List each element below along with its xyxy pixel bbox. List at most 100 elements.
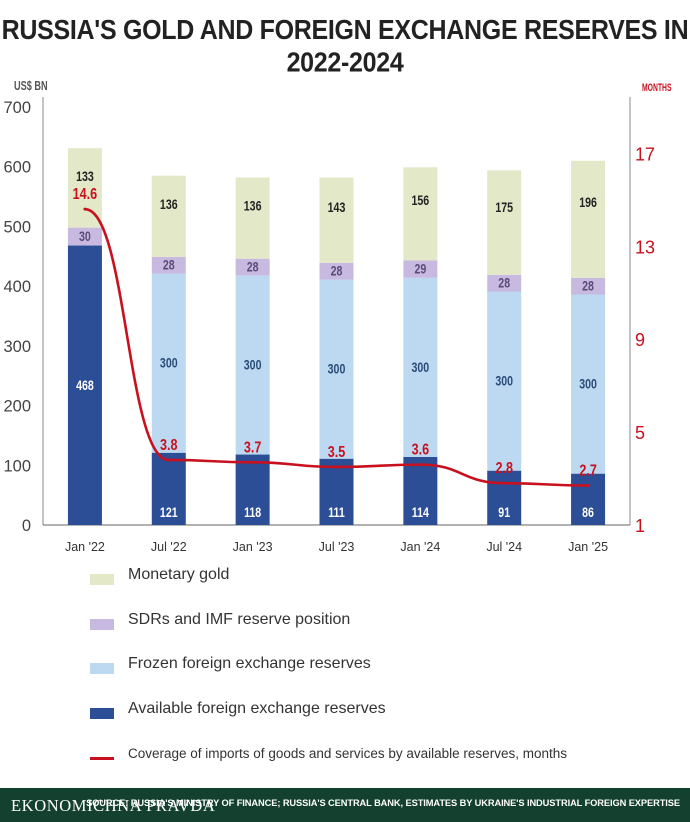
x-tick-label: Jul '22 — [151, 540, 187, 554]
x-tick-label: Jul '23 — [319, 540, 355, 554]
bar-available-label: 118 — [244, 505, 261, 521]
y-tick-label: 700 — [3, 99, 31, 117]
bar-available — [571, 473, 606, 525]
coverage-point — [502, 481, 506, 485]
coverage-point — [251, 460, 255, 464]
bar-monetary-gold — [319, 177, 354, 263]
legend-swatch-monetary-gold — [90, 574, 114, 585]
bar-frozen-label: 300 — [160, 355, 178, 371]
bar-sdr-label: 28 — [247, 259, 259, 275]
footer: EKONOMICHNA PRAVDA SOURCE: RUSSIA'S MINI… — [0, 788, 690, 822]
brand-logo: EKONOMICHNA PRAVDA — [11, 796, 216, 815]
bar-frozen-label: 300 — [495, 373, 513, 389]
x-tick-label: Jan '23 — [233, 540, 273, 554]
bar-available — [319, 458, 354, 525]
source-note: SOURCE: RUSSIA'S MINISTRY OF FINANCE; RU… — [86, 798, 680, 808]
x-tick-label: Jan '25 — [568, 540, 608, 554]
y2-axis-label: MONTHS — [642, 81, 672, 93]
bar-frozen-label: 300 — [244, 357, 262, 373]
bar-available-label: 111 — [328, 505, 345, 521]
legend-label-available: Available foreign exchange reserves — [128, 699, 386, 717]
bar-sdr-label: 29 — [414, 261, 426, 277]
bar-frozen — [571, 294, 606, 474]
bar-available-label: 86 — [582, 505, 594, 521]
bar-sdr-label: 28 — [163, 257, 175, 273]
bar-frozen — [403, 277, 438, 457]
coverage-point — [335, 465, 338, 469]
bar-sdr-label: 28 — [331, 263, 343, 279]
bar-monetary-gold — [403, 167, 438, 261]
legend-swatch-sdr — [90, 618, 114, 630]
y2-tick-label: 9 — [635, 330, 645, 350]
bar-sdr-label: 28 — [498, 275, 510, 291]
bar-monetary-gold-label: 136 — [160, 197, 178, 213]
bar-available — [235, 454, 270, 525]
bar-available-label: 121 — [160, 505, 178, 521]
y2-tick-label: 13 — [635, 237, 655, 257]
x-tick-label: Jan '24 — [400, 540, 440, 554]
bar-frozen — [235, 275, 270, 455]
bar-sdr — [319, 262, 354, 280]
x-tick-label: Jan '22 — [65, 540, 105, 554]
legend-label-frozen: Frozen foreign exchange reserves — [128, 655, 371, 672]
y-tick-label: 100 — [3, 457, 31, 475]
y-tick-label: 200 — [3, 398, 31, 416]
coverage-point — [586, 484, 590, 488]
bar-monetary-gold — [487, 170, 522, 275]
bar-frozen-label: 300 — [328, 361, 346, 377]
bar-available — [67, 245, 102, 525]
legend-item-sdr: SDRs and IMF reserve position — [90, 611, 650, 656]
legend-swatch-frozen — [90, 663, 114, 674]
legend-item-coverage-line: Coverage of imports of goods and service… — [90, 744, 650, 789]
bar-sdr — [235, 258, 270, 276]
chart-title: RUSSIA'S GOLD AND FOREIGN EXCHANGE RESER… — [1, 14, 689, 79]
y-tick-label: 0 — [22, 517, 31, 535]
bar-frozen — [151, 273, 186, 453]
bar-frozen-label: 300 — [412, 359, 430, 375]
legend-item-available: Available foreign exchange reserves — [90, 700, 650, 745]
bar-available — [403, 456, 438, 525]
coverage-label: 3.7 — [244, 438, 262, 456]
bar-sdr-label: 28 — [582, 278, 594, 294]
bar-available — [487, 470, 522, 525]
legend-swatch-available — [90, 707, 114, 719]
legend-label-sdr: SDRs and IMF reserve position — [128, 610, 351, 628]
bar-monetary-gold-label: 143 — [328, 200, 346, 216]
bar-monetary-gold-label: 136 — [244, 198, 262, 214]
y-tick-label: 400 — [3, 278, 31, 296]
bar-frozen-label: 300 — [579, 376, 597, 392]
coverage-label: 2.7 — [579, 461, 597, 479]
bar-monetary-gold-label: 133 — [76, 168, 94, 184]
bar-available-label: 468 — [76, 377, 94, 393]
y2-tick-label: 1 — [635, 516, 645, 536]
y2-tick-label: 5 — [635, 423, 645, 443]
bar-monetary-gold-label: 196 — [579, 194, 597, 210]
legend-label-monetary-gold: Monetary gold — [128, 566, 230, 583]
bar-available-label: 114 — [412, 505, 429, 521]
bar-frozen — [487, 291, 522, 471]
legend-line-coverage — [90, 757, 114, 760]
coverage-label: 3.8 — [160, 436, 178, 454]
bar-available-label: 91 — [498, 505, 510, 521]
bar-sdr-label: 30 — [79, 229, 91, 245]
coverage-label: 3.5 — [328, 443, 346, 461]
bar-sdr — [571, 277, 606, 295]
bar-sdr — [487, 274, 522, 292]
legend-label-coverage: Coverage of imports of goods and service… — [128, 746, 567, 761]
coverage-line — [84, 207, 589, 487]
y-tick-label: 600 — [3, 159, 31, 177]
y2-tick-label: 17 — [635, 144, 655, 164]
bar-monetary-gold — [571, 160, 606, 278]
bar-sdr — [151, 256, 186, 274]
bar-sdr — [67, 227, 102, 246]
coverage-point — [418, 463, 422, 467]
bar-sdr — [403, 260, 438, 278]
reserves-chart: US$ BN MONTHS 0 100 200 300 400 500 600 700 1 5 9 13 1… — [3, 80, 672, 554]
coverage-label: 14.6 — [73, 185, 98, 203]
bar-monetary-gold-label: 156 — [412, 192, 430, 208]
legend: Monetary gold SDRs and IMF reserve posit… — [90, 566, 650, 789]
bar-monetary-gold — [235, 177, 270, 259]
coverage-point — [83, 207, 87, 211]
y-tick-label: 300 — [3, 338, 31, 356]
bar-monetary-gold — [151, 175, 186, 257]
